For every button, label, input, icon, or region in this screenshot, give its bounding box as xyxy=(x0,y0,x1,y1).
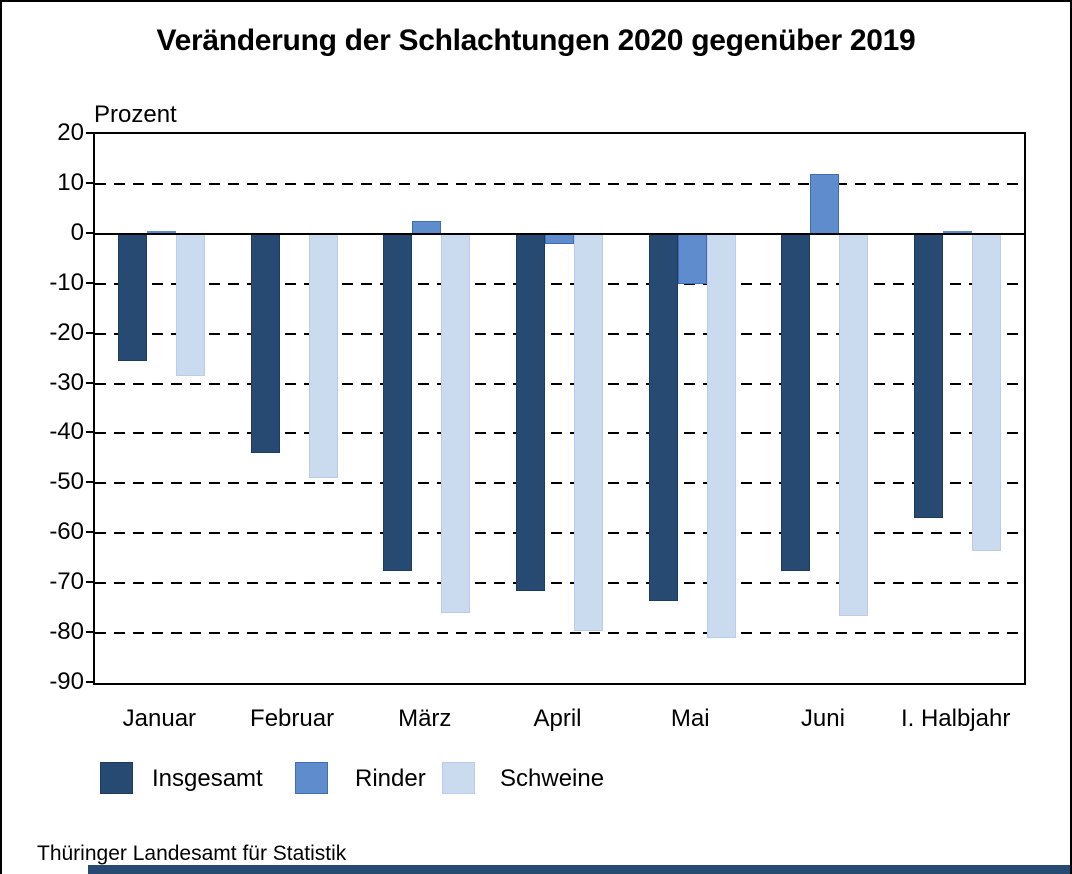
gridline--60 xyxy=(95,532,1024,535)
bar-rinder-3 xyxy=(545,233,574,244)
bar-schweine-4 xyxy=(706,233,736,639)
bar-rinder-6 xyxy=(943,231,973,234)
bar-insgesamt-1 xyxy=(250,233,280,454)
x-label-0: Januar xyxy=(122,705,197,732)
chart-title: Veränderung der Schlachtungen 2020 gegen… xyxy=(156,24,916,57)
y-axis-unit-label: Prozent xyxy=(94,101,177,128)
y-tick-mark xyxy=(86,581,94,584)
gridline--40 xyxy=(95,432,1024,435)
y-tick-mark xyxy=(86,631,94,634)
bar-schweine-2 xyxy=(441,233,471,614)
y-tick-label-0: 0 xyxy=(70,218,84,246)
legend-label-insgesamt: Insgesamt xyxy=(152,765,263,792)
bar-insgesamt-2 xyxy=(383,233,413,571)
x-label-4: Mai xyxy=(670,705,710,732)
gridline--30 xyxy=(95,382,1024,385)
bar-schweine-1 xyxy=(308,233,338,479)
gridline-10 xyxy=(95,182,1024,185)
y-tick-label--90: -90 xyxy=(49,668,84,695)
legend-label-schweine: Schweine xyxy=(500,765,605,792)
bar-insgesamt-0 xyxy=(117,233,147,362)
gridline--10 xyxy=(95,282,1024,285)
bar-schweine-0 xyxy=(175,233,205,377)
bar-insgesamt-6 xyxy=(914,233,944,519)
bar-insgesamt-5 xyxy=(781,233,811,571)
x-label-2: März xyxy=(398,705,452,732)
y-tick-mark xyxy=(86,481,94,484)
x-label-5: Juni xyxy=(800,705,845,732)
bar-rinder-4 xyxy=(677,233,707,284)
source-label: Thüringer Landesamt für Statistik xyxy=(37,842,347,865)
y-tick-label--60: -60 xyxy=(49,518,84,546)
legend-swatch-insgesamt xyxy=(100,762,133,794)
y-tick-label--80: -80 xyxy=(49,618,84,646)
zero-line xyxy=(95,232,1024,235)
y-tick-mark xyxy=(86,531,94,534)
bar-insgesamt-3 xyxy=(516,233,545,591)
x-label-6: I. Halbjahr xyxy=(900,705,1011,732)
bar-rinder-0 xyxy=(146,231,176,234)
y-tick-label--30: -30 xyxy=(49,368,84,396)
gridline--20 xyxy=(95,332,1024,335)
x-label-1: Februar xyxy=(250,705,335,732)
legend-swatch-schweine xyxy=(442,762,475,794)
legend-label-rinder: Rinder xyxy=(355,765,426,792)
y-tick-mark xyxy=(86,281,94,284)
y-tick-label--40: -40 xyxy=(49,418,84,446)
y-tick-mark xyxy=(86,681,94,683)
y-tick-mark xyxy=(86,132,94,134)
y-tick-label-20: 20 xyxy=(57,119,84,146)
y-tick-mark xyxy=(86,331,94,334)
x-label-3: April xyxy=(533,705,582,732)
bar-schweine-3 xyxy=(574,233,603,631)
y-tick-mark xyxy=(86,431,94,434)
gridline--80 xyxy=(95,632,1024,635)
bar-rinder-5 xyxy=(810,173,840,234)
footer-accent-bar xyxy=(88,865,1070,874)
y-tick-label--20: -20 xyxy=(49,318,84,346)
bar-schweine-5 xyxy=(839,233,869,616)
bar-schweine-6 xyxy=(972,233,1002,551)
plot-area xyxy=(93,132,1026,685)
gridline--50 xyxy=(95,482,1024,485)
y-tick-label-10: 10 xyxy=(57,168,84,196)
bar-insgesamt-4 xyxy=(648,233,678,601)
y-tick-mark xyxy=(86,381,94,384)
y-tick-label--70: -70 xyxy=(49,568,84,596)
y-tick-mark xyxy=(86,231,94,234)
y-tick-label--50: -50 xyxy=(49,468,84,496)
y-tick-label--10: -10 xyxy=(49,268,84,296)
gridline--70 xyxy=(95,582,1024,585)
y-tick-mark xyxy=(86,181,94,184)
legend-swatch-rinder xyxy=(295,762,328,794)
